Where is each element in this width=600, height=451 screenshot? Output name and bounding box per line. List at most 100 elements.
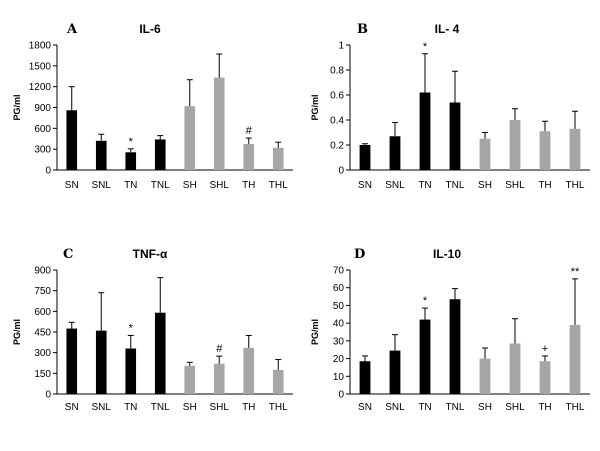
bar [479,138,491,170]
y-axis-label: PG/ml [12,94,22,120]
x-tick-label: SHL [505,180,525,191]
bar [569,324,581,394]
bar [449,102,461,170]
chart-title: TNF-α [133,247,168,261]
x-tick-label: TH [242,402,255,413]
x-tick-label: SNL [385,180,405,191]
x-tick-label: SH [183,180,197,191]
y-tick-label: 0 [338,166,344,177]
chart-title: IL-6 [139,22,161,36]
y-tick-label: 450 [34,328,51,339]
y-tick-label: 750 [34,286,51,297]
x-tick-label: THL [269,402,288,413]
y-tick-label: 0.8 [330,66,344,77]
y-tick-label: 60 [333,283,345,294]
x-tick-label: TN [124,402,137,413]
bar [125,152,137,170]
bar [359,145,371,170]
bar [539,131,551,170]
significance-mark: * [423,41,428,53]
y-axis-label: PG/ml [12,319,22,345]
x-tick-label: THL [269,180,288,191]
x-tick-label: TN [418,180,431,191]
bar [95,140,107,170]
y-tick-label: 150 [34,369,51,380]
bar [66,328,78,394]
x-tick-label: SNL [385,402,405,413]
x-tick-label: SNL [92,180,112,191]
x-tick-label: SH [478,180,492,191]
x-tick-label: THL [566,402,585,413]
significance-mark: # [216,343,223,355]
panel-a: A IL-6 PG/ml 0 300 600 900 1200 1500 1800 SN SNL * TN… [12,22,293,191]
bar [539,361,551,394]
x-tick-label: SH [478,402,492,413]
bar [419,92,431,170]
x-tick-label: SN [358,180,372,191]
x-tick-label: THL [566,180,585,191]
x-tick-label: TN [124,180,137,191]
y-tick-label: 10 [333,372,345,383]
y-tick-label: 600 [34,307,51,318]
panel-letter: D [354,247,365,262]
significance-mark: * [129,322,134,334]
bar [125,348,137,394]
y-tick-label: 0 [45,166,51,177]
x-tick-label: TN [418,402,431,413]
chart-title: IL-10 [433,247,461,261]
bar [154,139,166,170]
y-tick-label: 0.6 [330,91,344,102]
y-tick-label: 900 [34,103,51,114]
y-tick-label: 50 [333,301,345,312]
y-tick-label: 40 [333,319,345,330]
bar [509,343,521,394]
bar [184,365,196,394]
bar [569,128,581,170]
panel-c: C TNF-α PG/ml 0 150 300 450 600 750 900 SN SNL * TN TN… [12,247,293,413]
x-tick-label: TNL [151,180,170,191]
bar [389,136,401,170]
significance-mark: # [246,125,253,137]
y-tick-label: 70 [333,266,345,277]
y-tick-label: 0 [338,390,344,401]
significance-mark: + [542,343,548,355]
bar [449,299,461,394]
x-tick-label: SHL [210,180,230,191]
x-tick-label: SN [65,180,79,191]
bar [359,361,371,394]
bar [243,347,255,394]
x-tick-label: TNL [446,180,465,191]
y-axis-label: PG/ml [310,319,320,345]
y-tick-label: 1 [338,41,344,52]
x-tick-label: TNL [446,402,465,413]
y-tick-label: 300 [34,145,51,156]
x-tick-label: TNL [151,402,170,413]
x-tick-label: SHL [210,402,230,413]
x-tick-label: TH [538,402,551,413]
y-tick-label: 0 [45,390,51,401]
bar [272,369,284,394]
bar [66,110,78,170]
y-tick-label: 30 [333,336,345,347]
bar [509,120,521,170]
panel-d: D IL-10 PG/ml 0 10 20 30 40 50 60 70 SN SNL * TN TNL SH S… [310,247,590,413]
x-tick-label: TH [242,180,255,191]
significance-mark: * [129,136,134,148]
y-tick-label: 600 [34,124,51,135]
y-tick-label: 1800 [29,41,52,52]
panel-b: B IL- 4 PG/ml 0 0.2 0.4 0.6 0.8 1 SN SNL * TN TNL SH SH… [310,22,590,191]
x-tick-label: SHL [505,402,525,413]
y-tick-label: 1200 [29,82,52,93]
panel-letter: B [357,22,368,37]
panel-letter: A [66,22,78,37]
bar [213,77,225,170]
y-tick-label: 20 [333,354,345,365]
bar [184,106,196,170]
chart-title: IL- 4 [435,22,460,36]
bar [213,363,225,394]
y-tick-label: 300 [34,348,51,359]
panel-letter: C [63,247,73,262]
significance-mark: * [423,295,428,307]
y-tick-label: 0.4 [330,116,344,127]
